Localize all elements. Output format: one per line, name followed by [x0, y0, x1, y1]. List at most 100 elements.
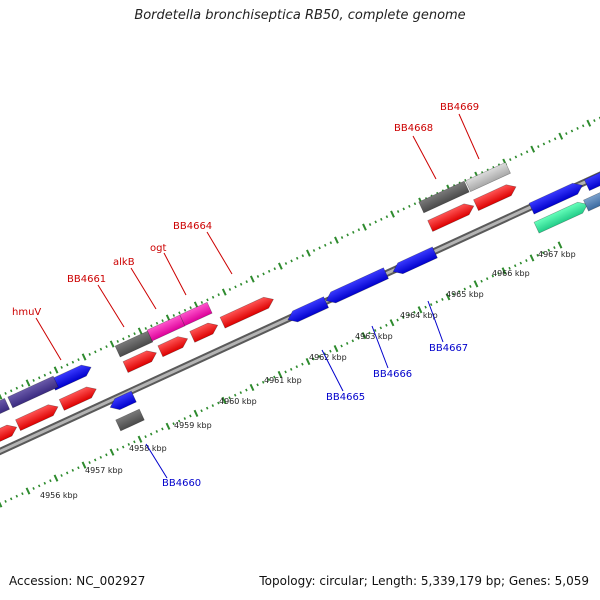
- tick-mark: [295, 365, 299, 369]
- tick-mark: [93, 458, 97, 462]
- tick-mark: [60, 365, 63, 369]
- scale-label: 4963 kbp: [355, 332, 393, 341]
- forward-gene-labels: hmuV BB4661 alkB ogt BB4664 BB4668 BB466…: [12, 102, 480, 361]
- gene-label-alkB[interactable]: alkB: [113, 257, 135, 268]
- tick-mark: [150, 324, 153, 328]
- tick-mark: [189, 306, 192, 310]
- tick-mark: [519, 261, 523, 265]
- tick-mark: [88, 461, 91, 464]
- tick-mark: [99, 347, 103, 351]
- gene-arrow: [179, 301, 213, 327]
- tick-mark: [165, 422, 171, 430]
- gene-label-BB4661[interactable]: BB4661: [67, 274, 106, 285]
- gene-label-ogt[interactable]: ogt: [150, 243, 166, 254]
- tick-mark: [402, 207, 405, 211]
- tick-mark: [217, 401, 220, 405]
- tick-mark: [324, 243, 327, 247]
- tick-mark: [497, 272, 500, 275]
- tick-mark: [267, 378, 271, 382]
- gene-label-BB4664[interactable]: BB4664: [173, 221, 212, 232]
- gene-label-BB4669[interactable]: BB4669: [440, 102, 479, 113]
- gene-label-BB4668[interactable]: BB4668: [394, 123, 433, 134]
- tick-mark: [548, 139, 551, 143]
- tick-mark: [565, 132, 568, 136]
- scale-label: 4956 kbp: [40, 491, 78, 500]
- tick-mark: [407, 313, 411, 317]
- tick-mark: [289, 367, 293, 371]
- gene-label-hmuV[interactable]: hmuV: [12, 307, 41, 318]
- tick-mark: [396, 318, 399, 322]
- tick-mark: [413, 310, 416, 314]
- tick-mark: [593, 119, 596, 123]
- genome-title: Bordetella bronchiseptica RB50, complete…: [134, 8, 466, 23]
- tick-mark: [312, 357, 315, 361]
- scale-label: 4958 kbp: [129, 444, 167, 453]
- tick-mark: [239, 391, 243, 395]
- tick-mark: [536, 253, 539, 257]
- tick-mark: [43, 481, 47, 485]
- gene-label-BB4666[interactable]: BB4666: [373, 369, 412, 380]
- tick-mark: [189, 414, 192, 418]
- tick-mark: [53, 366, 59, 374]
- gene-arrow: [325, 267, 389, 304]
- gene-label-BB4665[interactable]: BB4665: [326, 392, 365, 403]
- tick-mark: [256, 383, 259, 387]
- tick-mark: [261, 380, 265, 384]
- tick-mark: [25, 487, 31, 495]
- tick-mark: [273, 375, 276, 379]
- tick-mark: [473, 280, 479, 288]
- tick-mark: [217, 293, 220, 297]
- tick-mark: [525, 150, 529, 154]
- tick-mark: [249, 383, 255, 392]
- gene-arrow: [58, 386, 97, 411]
- gene-label-BB4660[interactable]: BB4660: [162, 478, 201, 489]
- tick-mark: [262, 272, 265, 276]
- gene-arrow: [427, 203, 475, 232]
- tick-mark: [284, 262, 288, 265]
- tick-mark: [362, 223, 367, 231]
- gene-arrow: [114, 330, 154, 358]
- tick-mark: [4, 499, 7, 503]
- inner-scale-track: [0, 241, 563, 508]
- tick-mark: [334, 236, 339, 244]
- tick-mark: [351, 339, 355, 343]
- gene-arrow: [418, 180, 470, 214]
- tick-mark: [205, 406, 209, 410]
- scale-label: 4962 kbp: [309, 353, 347, 362]
- tick-mark: [380, 217, 383, 221]
- gene-arrow: [157, 336, 189, 358]
- tick-mark: [463, 287, 467, 291]
- tick-mark: [558, 132, 564, 140]
- gene-label-BB4667[interactable]: BB4667: [429, 343, 468, 354]
- tick-mark: [385, 215, 389, 219]
- tick-mark: [183, 417, 187, 420]
- tick-mark: [37, 484, 41, 488]
- genome-summary-text: Topology: circular; Length: 5,339,179 bp…: [259, 574, 589, 588]
- tick-mark: [553, 137, 557, 141]
- tick-mark: [228, 396, 231, 400]
- gene-arrow: [583, 190, 600, 212]
- tick-mark: [245, 388, 248, 392]
- gene-arrow: [219, 296, 274, 329]
- gene-arrow: [115, 408, 145, 432]
- tick-mark: [21, 492, 24, 496]
- tick-mark: [116, 340, 119, 343]
- tick-mark: [385, 323, 388, 327]
- gene-arrow: [0, 424, 18, 445]
- tick-mark: [525, 259, 528, 262]
- tick-mark: [368, 331, 371, 335]
- tick-mark: [361, 332, 367, 340]
- tick-mark: [221, 396, 227, 404]
- tick-mark: [211, 295, 215, 299]
- tick-mark: [357, 336, 360, 340]
- tick-mark: [77, 466, 80, 470]
- tick-mark: [295, 256, 299, 260]
- tick-mark: [557, 241, 563, 249]
- tick-mark: [277, 370, 283, 379]
- tick-mark: [81, 461, 87, 469]
- tick-mark: [333, 345, 339, 353]
- outer-tick-track: [0, 116, 600, 400]
- tick-mark: [401, 316, 405, 319]
